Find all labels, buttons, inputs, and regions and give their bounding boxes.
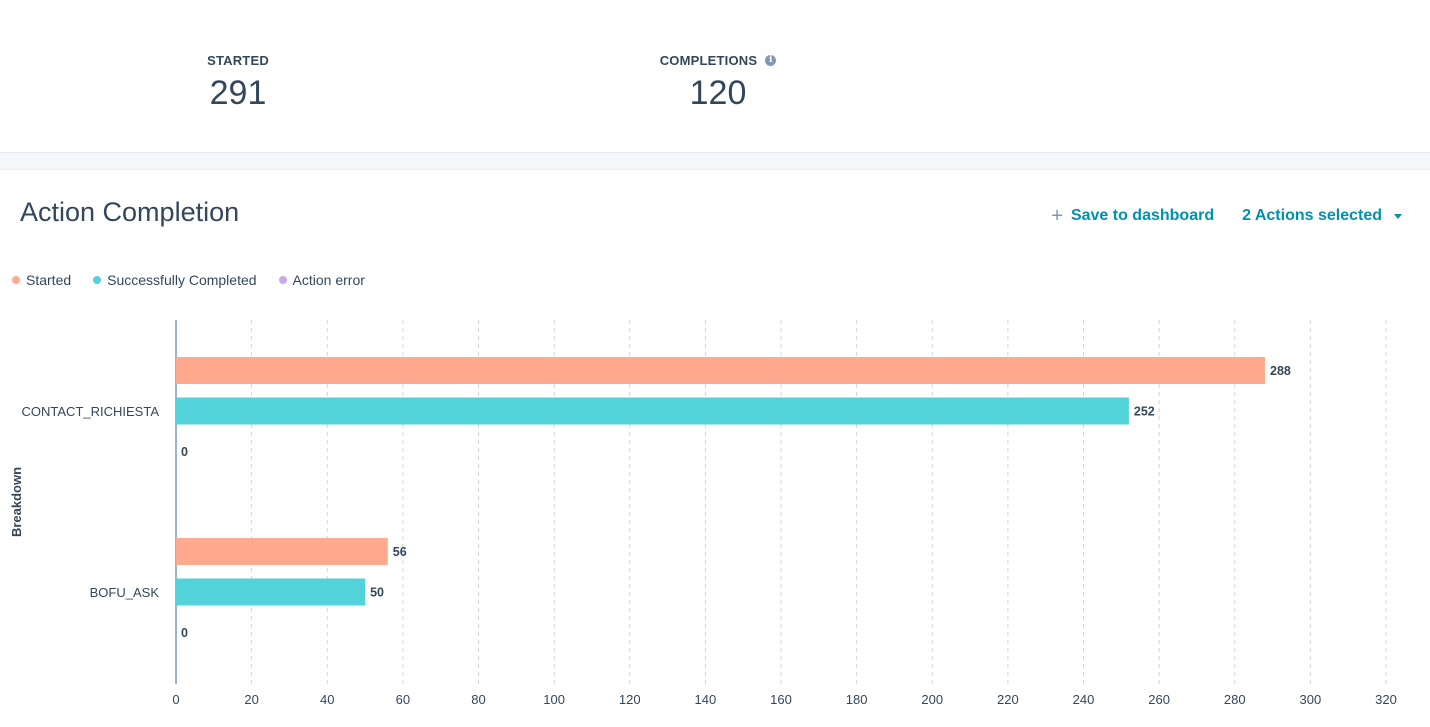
x-tick-label: 160 <box>770 692 792 707</box>
x-tick-label: 20 <box>244 692 258 707</box>
legend-item-error[interactable]: Action error <box>278 272 365 288</box>
x-tick-label: 0 <box>172 692 179 707</box>
chart-title: Action Completion <box>20 197 240 227</box>
completions-label: COMPLETIONS <box>659 53 758 68</box>
x-tick-label: 120 <box>619 692 641 707</box>
bar-successfully-completed <box>176 397 1129 425</box>
chevron-down-icon <box>1394 213 1402 219</box>
data-label: 252 <box>1134 405 1155 419</box>
data-label: 0 <box>181 626 188 640</box>
x-tick-label: 240 <box>1073 692 1095 707</box>
legend-item-completed[interactable]: Successfully Completed <box>93 272 257 288</box>
data-label: 50 <box>370 586 384 600</box>
legend-started-swatch <box>12 276 20 284</box>
started-label: STARTED <box>207 53 269 68</box>
legend-started-label: Started <box>26 272 72 288</box>
completions-value: 120 <box>689 74 747 112</box>
x-tick-label: 280 <box>1224 692 1246 707</box>
y-axis-title: Breakdown <box>9 467 24 537</box>
completions-stat: COMPLETIONS i 120 <box>646 53 790 113</box>
x-tick-label: 300 <box>1300 692 1322 707</box>
x-tick-label: 140 <box>695 692 717 707</box>
section-divider <box>0 152 1430 170</box>
bar-chart: 0 20 40 60 80 100 120 140 160 180 200 220 240 260 280 3… <box>9 320 1397 707</box>
x-tick-label: 100 <box>543 692 565 707</box>
x-tick-label: 220 <box>997 692 1019 707</box>
bar-started <box>176 538 388 565</box>
bar-started <box>176 357 1265 384</box>
legend-completed-swatch <box>93 276 102 284</box>
category-label: BOFU_ASK <box>90 585 160 600</box>
category-label: CONTACT_RICHIESTA <box>22 404 160 419</box>
x-tick-label: 180 <box>846 692 868 707</box>
chart-actions: + Save to dashboard 2 Actions selected <box>1051 205 1402 227</box>
summary-stats: STARTED 291 COMPLETIONS i 120 <box>0 0 1430 152</box>
data-label: 0 <box>181 445 188 459</box>
info-icon[interactable]: i <box>765 55 777 66</box>
x-tick-label: 80 <box>471 692 485 707</box>
data-label: 288 <box>1270 364 1291 378</box>
started-value: 291 <box>209 74 267 112</box>
legend-item-started[interactable]: Started <box>12 272 71 288</box>
x-tick-label: 40 <box>320 692 334 707</box>
x-tick-label: 320 <box>1375 692 1397 707</box>
data-label: 56 <box>393 545 407 559</box>
started-stat: STARTED 291 <box>189 53 287 113</box>
x-tick-label: 60 <box>396 692 410 707</box>
save-to-dashboard-button[interactable]: + Save to dashboard <box>1051 205 1215 227</box>
bar-successfully-completed <box>176 578 366 606</box>
x-tick-label: 260 <box>1148 692 1170 707</box>
legend-error-swatch <box>278 276 287 284</box>
x-tick-label: 200 <box>921 692 943 707</box>
started-label-row: STARTED <box>189 53 287 68</box>
plus-icon: + <box>1051 205 1063 227</box>
legend-error-label: Action error <box>292 272 365 288</box>
completions-label-row: COMPLETIONS i <box>646 53 790 68</box>
legend-completed-label: Successfully Completed <box>107 272 257 288</box>
actions-selected-dropdown[interactable]: 2 Actions selected <box>1242 207 1402 225</box>
save-to-dashboard-label: Save to dashboard <box>1070 207 1215 224</box>
chart-legend: Started Successfully Completed Action er… <box>12 272 365 288</box>
actions-selected-label: 2 Actions selected <box>1242 207 1382 224</box>
